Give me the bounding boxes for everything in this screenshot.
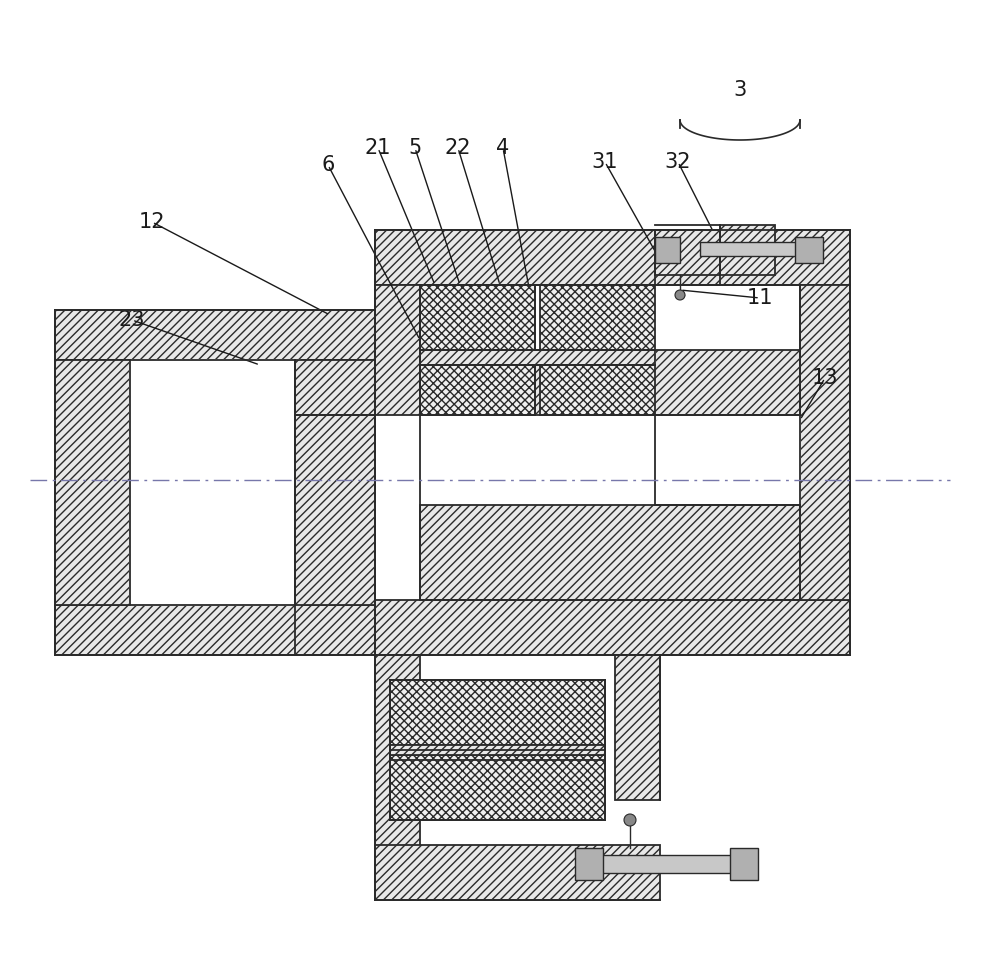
Bar <box>540 365 655 415</box>
Text: 31: 31 <box>592 152 618 172</box>
Text: 12: 12 <box>139 212 165 232</box>
Bar <box>420 350 655 365</box>
Bar <box>295 415 375 605</box>
Bar <box>375 230 850 285</box>
Text: 6: 6 <box>321 155 335 175</box>
Bar <box>390 755 605 820</box>
Bar <box>655 237 680 263</box>
Bar <box>615 655 660 800</box>
Bar <box>375 845 660 900</box>
Bar <box>295 360 375 415</box>
Bar <box>720 225 775 275</box>
Text: 4: 4 <box>496 138 510 158</box>
Bar <box>375 285 420 415</box>
Bar <box>55 605 375 655</box>
Bar <box>55 360 130 605</box>
Circle shape <box>675 290 685 300</box>
Text: 11: 11 <box>747 288 773 308</box>
Bar <box>390 680 605 745</box>
Bar <box>420 285 535 350</box>
Text: 21: 21 <box>365 138 391 158</box>
Bar <box>420 350 800 415</box>
Text: 13: 13 <box>812 368 838 388</box>
Text: 32: 32 <box>665 152 691 172</box>
Bar <box>420 415 800 600</box>
Bar <box>730 848 758 880</box>
Text: 22: 22 <box>445 138 471 158</box>
Circle shape <box>624 814 636 826</box>
Bar <box>420 350 655 365</box>
Text: 5: 5 <box>408 138 422 158</box>
Bar <box>375 655 420 855</box>
Bar <box>655 230 720 275</box>
Bar <box>55 310 375 360</box>
Bar <box>795 237 823 263</box>
Bar <box>540 285 655 350</box>
Bar <box>130 360 300 605</box>
Bar <box>375 600 850 655</box>
Bar <box>575 848 603 880</box>
Bar <box>800 285 850 600</box>
Text: 23: 23 <box>119 310 145 330</box>
Text: 3: 3 <box>733 80 747 100</box>
Bar <box>600 855 735 873</box>
Bar <box>390 745 605 755</box>
Bar <box>420 365 535 415</box>
Bar <box>700 242 800 256</box>
Bar <box>420 505 800 600</box>
